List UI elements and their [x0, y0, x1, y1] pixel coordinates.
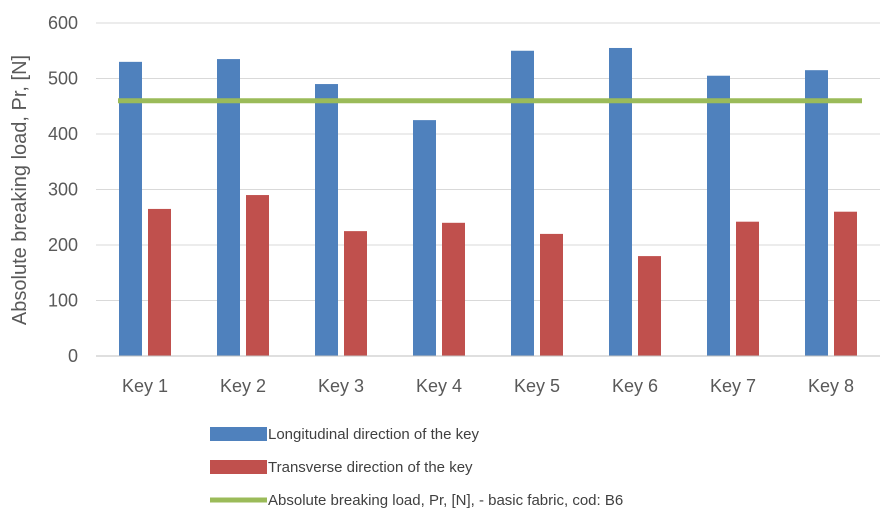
y-tick-label: 600 — [48, 13, 78, 33]
bar-longitudinal — [707, 76, 730, 356]
bar-transverse — [736, 222, 759, 356]
x-tick-label: Key 2 — [220, 376, 266, 396]
bar-transverse — [638, 256, 661, 356]
legend-label: Absolute breaking load, Pr, [N], - basic… — [268, 492, 623, 509]
bar-transverse — [344, 231, 367, 356]
y-tick-label: 400 — [48, 124, 78, 144]
y-tick-label: 0 — [68, 346, 78, 366]
x-tick-label: Key 6 — [612, 376, 658, 396]
bar-transverse — [540, 234, 563, 356]
y-tick-label: 500 — [48, 69, 78, 89]
x-tick-label: Key 8 — [808, 376, 854, 396]
y-tick-label: 200 — [48, 235, 78, 255]
gridlines — [96, 23, 880, 301]
bars — [119, 48, 857, 356]
x-tick-label: Key 3 — [318, 376, 364, 396]
bar-longitudinal — [511, 51, 534, 356]
bar-longitudinal — [315, 84, 338, 356]
bar-transverse — [442, 223, 465, 356]
bar-longitudinal — [805, 70, 828, 356]
x-tick-label: Key 5 — [514, 376, 560, 396]
y-axis-title: Absolute breaking load, Pr, [N] — [9, 55, 31, 325]
legend: Longitudinal direction of the key Transve… — [210, 426, 623, 509]
legend-label: Longitudinal direction of the key — [268, 426, 479, 443]
bar-transverse — [834, 212, 857, 356]
legend-label: Transverse direction of the key — [268, 459, 473, 476]
bar-longitudinal — [609, 48, 632, 356]
x-tick-label: Key 7 — [710, 376, 756, 396]
x-tick-label: Key 4 — [416, 376, 462, 396]
y-tick-label: 300 — [48, 180, 78, 200]
bar-longitudinal — [413, 120, 436, 356]
legend-swatch — [210, 427, 267, 441]
bar-transverse — [148, 209, 171, 356]
legend-swatch — [210, 460, 267, 474]
y-tick-label: 100 — [48, 291, 78, 311]
bar-transverse — [246, 195, 269, 356]
x-tick-label: Key 1 — [122, 376, 168, 396]
bar-longitudinal — [119, 62, 142, 356]
bar-longitudinal — [217, 59, 240, 356]
